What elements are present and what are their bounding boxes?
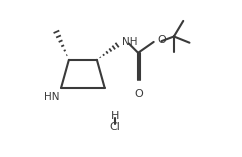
Text: HN: HN bbox=[44, 92, 60, 102]
Text: O: O bbox=[158, 35, 166, 45]
Text: NH: NH bbox=[122, 37, 137, 47]
Text: O: O bbox=[134, 89, 143, 99]
Text: H: H bbox=[111, 111, 119, 121]
Text: Cl: Cl bbox=[109, 122, 120, 132]
